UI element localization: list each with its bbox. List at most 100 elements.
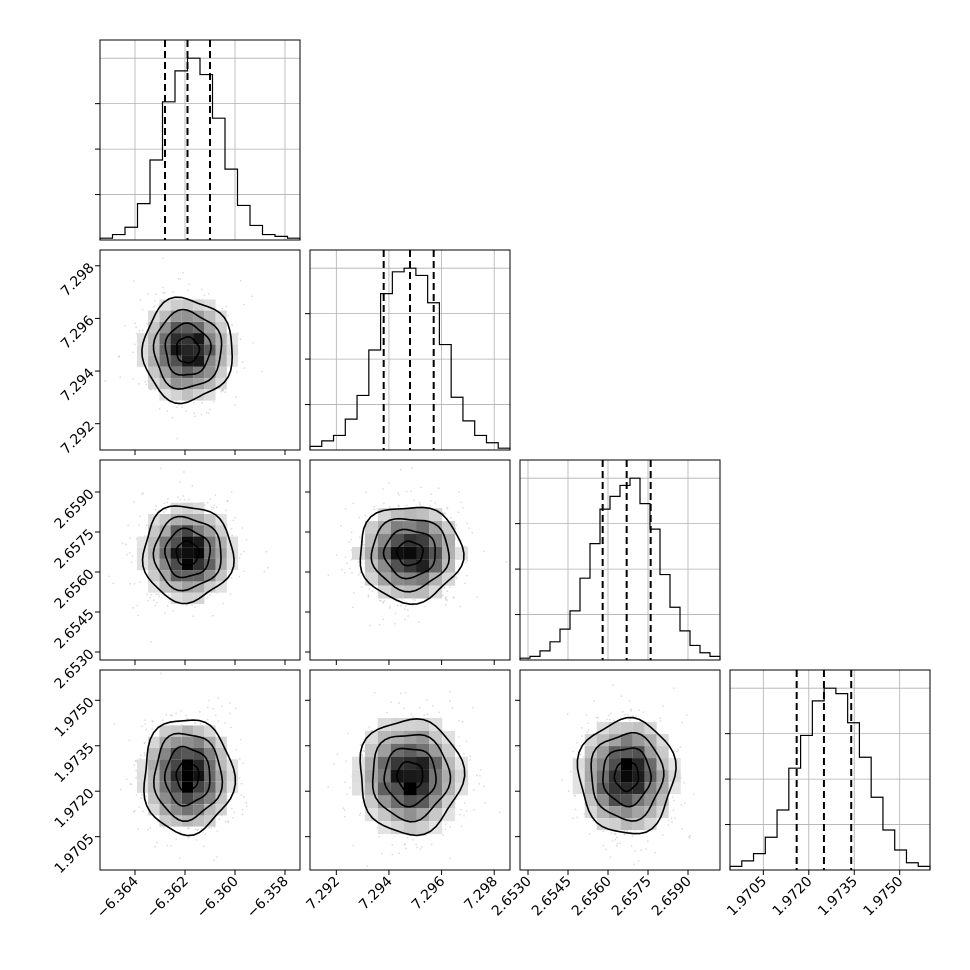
scatter-point <box>133 582 136 585</box>
scatter-point <box>483 550 485 553</box>
density-cell <box>193 747 205 760</box>
scatter-point <box>406 609 409 611</box>
scatter-point <box>449 586 451 589</box>
scatter-point <box>206 501 209 504</box>
density-cell <box>170 759 182 771</box>
scatter-point <box>206 706 209 709</box>
density-cell <box>136 781 149 793</box>
density-cell <box>181 759 194 771</box>
scatter-point <box>687 835 690 838</box>
scatter-point <box>505 561 508 563</box>
density-cell <box>377 782 391 796</box>
scatter-point <box>213 859 216 862</box>
scatter-point <box>350 549 353 552</box>
scatter-point <box>191 604 194 606</box>
density-cell <box>442 795 456 809</box>
scatter-point <box>404 843 407 845</box>
scatter-point <box>580 727 583 729</box>
density-cell <box>390 585 404 599</box>
scatter-point <box>121 542 124 545</box>
scatter-point <box>654 851 656 854</box>
scatter-point <box>163 871 165 873</box>
density-cell <box>181 770 194 782</box>
scatter-point <box>623 833 626 836</box>
scatter-point <box>412 838 414 841</box>
density-cell <box>390 821 404 835</box>
density-cell <box>377 808 391 822</box>
density-cell <box>136 759 149 771</box>
x-tick-label: 1.9750 <box>861 874 907 920</box>
scatter-point <box>451 706 454 709</box>
panel-frame <box>729 669 931 871</box>
scatter-point <box>230 577 233 580</box>
density-cell <box>656 734 669 747</box>
scatter-point <box>218 818 221 821</box>
scatter-point <box>639 849 642 852</box>
scatter-point <box>215 506 218 509</box>
scatter-point <box>455 524 458 527</box>
scatter-point <box>602 830 605 833</box>
density-cell <box>204 525 216 537</box>
scatter-point <box>378 835 381 838</box>
scatter-point <box>362 749 365 752</box>
scatter-point <box>403 608 406 611</box>
scatter-point <box>154 846 157 848</box>
scatter-point <box>416 846 418 849</box>
scatter-point <box>234 404 237 406</box>
density-cell <box>416 821 430 835</box>
scatter-point <box>170 844 173 847</box>
scatter-point <box>157 593 160 596</box>
density-cell <box>170 581 182 593</box>
scatter-point <box>368 624 371 627</box>
scatter-point <box>201 401 204 404</box>
scatter-point <box>407 615 409 617</box>
density-cell <box>215 525 227 537</box>
density-cell <box>596 758 609 771</box>
scatter-point <box>227 821 230 824</box>
scatter-point <box>155 601 158 604</box>
scatter-point <box>461 720 464 723</box>
scatter-point <box>453 597 455 600</box>
scatter-point <box>240 794 243 796</box>
scatter-point <box>346 793 349 795</box>
scatter-point <box>200 413 203 416</box>
density-cell <box>403 821 417 835</box>
density-cell <box>620 758 633 771</box>
density-grid <box>352 508 468 599</box>
scatter-point <box>202 845 205 848</box>
scatter-point <box>180 709 183 712</box>
scatter-point <box>344 815 346 818</box>
scatter-point <box>438 711 440 714</box>
contour-line <box>359 506 465 606</box>
scatter-point <box>147 599 150 602</box>
scatter-point <box>449 690 451 693</box>
scatter-point <box>458 745 461 747</box>
scatter-point <box>143 754 146 757</box>
scatter-point <box>133 280 135 283</box>
scatter-point <box>624 713 627 716</box>
panel-body <box>108 467 269 643</box>
scatter-point <box>630 708 632 710</box>
scatter-point <box>466 559 469 562</box>
panel-frame <box>309 459 511 661</box>
density-cell <box>181 725 194 737</box>
scatter-point <box>671 796 674 799</box>
scatter-point <box>132 607 135 609</box>
scatter-point <box>394 612 397 615</box>
scatter-point <box>340 568 343 571</box>
scatter-point <box>212 507 215 509</box>
scatter-point <box>682 782 685 784</box>
density-cell <box>193 321 205 334</box>
scatter-point <box>198 710 201 713</box>
density-cell <box>204 366 216 379</box>
histogram-panel-3 <box>515 459 721 661</box>
scatter-point <box>229 593 232 596</box>
density-cell <box>159 581 171 593</box>
density-cell <box>377 730 391 744</box>
scatter-point <box>146 323 149 325</box>
scatter-point <box>125 543 127 546</box>
panel-body <box>113 672 248 873</box>
density-cell <box>416 508 430 522</box>
density-cell <box>181 736 194 748</box>
scatter-point <box>151 720 154 722</box>
